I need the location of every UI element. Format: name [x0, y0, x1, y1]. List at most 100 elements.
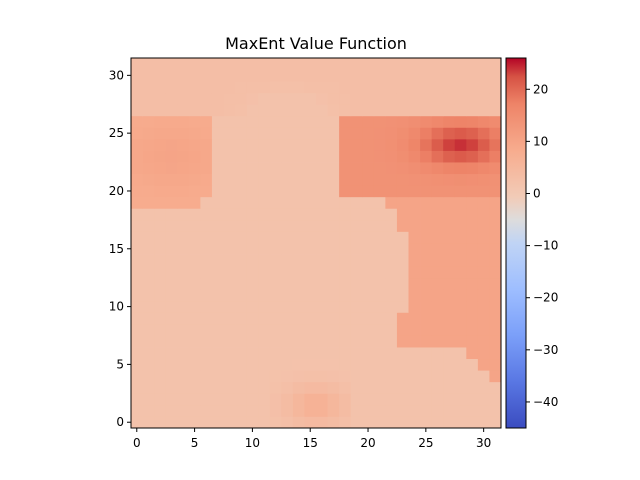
- heatmap-cell: [281, 69, 294, 82]
- heatmap-cell: [165, 335, 178, 348]
- heatmap-cell: [235, 185, 248, 198]
- heatmap-cell: [281, 370, 294, 383]
- heatmap-cell: [246, 277, 259, 290]
- heatmap-cell: [373, 138, 386, 151]
- heatmap-cell: [408, 185, 421, 198]
- heatmap-cell: [477, 312, 490, 325]
- heatmap-cell: [443, 243, 456, 255]
- heatmap-cell: [269, 127, 282, 140]
- heatmap-cell: [408, 81, 421, 94]
- heatmap-cell: [165, 231, 178, 244]
- heatmap-cell: [142, 347, 155, 360]
- heatmap-cell: [131, 231, 143, 244]
- heatmap-cell: [223, 347, 236, 360]
- heatmap-cell: [154, 69, 167, 82]
- heatmap-cell: [131, 300, 143, 313]
- heatmap-cell: [304, 219, 317, 232]
- heatmap-cell: [362, 138, 375, 151]
- heatmap-cell: [443, 266, 456, 279]
- heatmap-cell: [211, 231, 224, 244]
- heatmap-cell: [339, 69, 352, 82]
- heatmap-cell: [154, 127, 167, 140]
- heatmap-cell: [177, 127, 190, 140]
- heatmap-cell: [281, 173, 294, 186]
- heatmap-cell: [454, 416, 467, 429]
- x-axis: 0 5 10 15 20 25 30: [133, 428, 491, 450]
- heatmap-cell: [373, 115, 386, 128]
- heatmap-cell: [396, 115, 409, 128]
- heatmap-cell: [142, 277, 155, 290]
- colorbar-frame: [505, 57, 527, 429]
- heatmap-cell: [258, 404, 271, 417]
- heatmap-cell: [188, 243, 201, 255]
- heatmap-cell: [373, 219, 386, 232]
- heatmap-cell: [396, 404, 409, 417]
- heatmap-cell: [420, 347, 433, 360]
- colorbar-tick-label: 10: [533, 134, 548, 148]
- heatmap-cell: [281, 127, 294, 140]
- heatmap-cell: [443, 323, 456, 336]
- x-tick-label: 0: [133, 436, 141, 450]
- heatmap-cell: [443, 416, 456, 429]
- heatmap-cell: [281, 393, 294, 406]
- heatmap-cell: [246, 138, 259, 151]
- heatmap-cell: [477, 404, 490, 417]
- heatmap-cell: [362, 81, 375, 94]
- heatmap-cell: [200, 312, 213, 325]
- heatmap-cell: [396, 185, 409, 198]
- heatmap-cell: [420, 300, 433, 313]
- heatmap-cell: [489, 358, 502, 371]
- heatmap-cell: [316, 92, 328, 105]
- y-tick-label: 0: [116, 415, 124, 429]
- heatmap-cell: [304, 92, 317, 105]
- heatmap-cell: [454, 370, 467, 383]
- heatmap-cell: [200, 404, 213, 417]
- heatmap-cell: [165, 416, 178, 429]
- heatmap-cell: [292, 393, 305, 406]
- heatmap-cell: [177, 347, 190, 360]
- heatmap-cell: [454, 219, 467, 232]
- heatmap-cell: [316, 162, 328, 175]
- heatmap-cell: [466, 323, 479, 336]
- heatmap-cell: [339, 312, 352, 325]
- heatmap-cell: [454, 358, 467, 371]
- heatmap-cell: [327, 277, 340, 290]
- heatmap-cell: [235, 115, 248, 128]
- heatmap-cell: [211, 300, 224, 313]
- heatmap-cell: [142, 254, 155, 267]
- heatmap-cell: [339, 323, 352, 336]
- heatmap-cell: [281, 208, 294, 221]
- heatmap-cell: [200, 185, 213, 198]
- heatmap-cell: [339, 300, 352, 313]
- heatmap-cell: [477, 347, 490, 360]
- heatmap-cell: [443, 162, 456, 175]
- heatmap-cell: [235, 69, 248, 82]
- heatmap-cell: [350, 358, 363, 371]
- heatmap-cell: [316, 185, 328, 198]
- heatmap-cell: [223, 254, 236, 267]
- heatmap-cell: [246, 335, 259, 348]
- heatmap-cell: [350, 243, 363, 255]
- heatmap-cell: [258, 92, 271, 105]
- heatmap-cell: [211, 92, 224, 105]
- heatmap-cell: [443, 115, 456, 128]
- heatmap-cell: [316, 254, 328, 267]
- heatmap-cell: [200, 393, 213, 406]
- heatmap-cell: [373, 358, 386, 371]
- heatmap-cell: [200, 104, 213, 117]
- heatmap-cell: [489, 104, 502, 117]
- heatmap-cell: [142, 162, 155, 175]
- heatmap-cell: [431, 416, 444, 429]
- heatmap-cell: [246, 162, 259, 175]
- heatmap-cell: [165, 393, 178, 406]
- heatmap-cell: [454, 381, 467, 394]
- heatmap-cell: [258, 138, 271, 151]
- y-tick-label: 25: [109, 126, 124, 140]
- heatmap-cell: [385, 243, 398, 255]
- heatmap-cell: [420, 104, 433, 117]
- heatmap-cell: [396, 92, 409, 105]
- heatmap-cell: [489, 254, 502, 267]
- heatmap-cell: [154, 150, 167, 163]
- heatmap-cell: [211, 277, 224, 290]
- heatmap-cell: [258, 162, 271, 175]
